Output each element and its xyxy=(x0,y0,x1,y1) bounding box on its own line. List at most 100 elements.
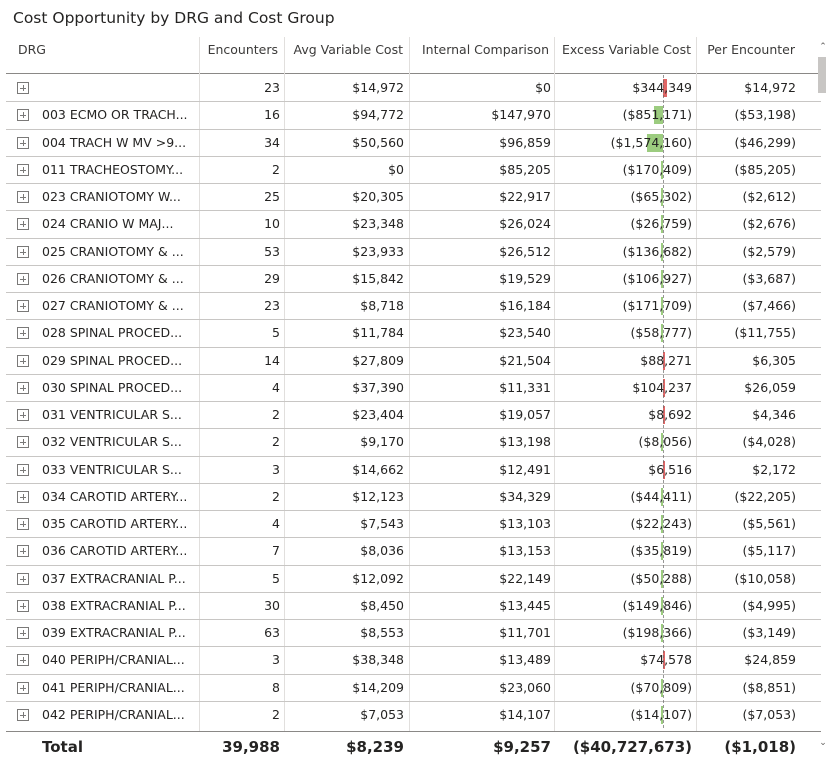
avg-variable-cost-cell: $14,662 xyxy=(352,461,404,477)
encounters-cell: 4 xyxy=(272,379,280,395)
excess-cost-bar xyxy=(661,487,663,506)
excess-cost-bar xyxy=(661,188,663,206)
avg-variable-cost-cell: $23,404 xyxy=(352,407,404,422)
column-divider xyxy=(284,37,285,731)
avg-variable-cost-cell: $7,053 xyxy=(360,706,404,722)
table-row: 037 EXTRACRANIAL P... 5 $12,092 $22,149 ($50… xyxy=(6,566,821,593)
plus-square-icon[interactable] xyxy=(17,300,29,312)
encounters-cell: 5 xyxy=(272,325,280,341)
table-row: 029 SPINAL PROCED... 14 $27,809 $21,504 $88,… xyxy=(6,348,821,375)
plus-square-icon[interactable] xyxy=(17,409,29,421)
drg-cell: 039 EXTRACRANIAL P... xyxy=(42,625,186,640)
internal-comparison-cell: $26,024 xyxy=(499,216,551,232)
excess-cost-bar xyxy=(663,378,665,397)
table-row: 034 CAROTID ARTERY... 2 $12,123 $34,329 ($44… xyxy=(6,484,821,511)
internal-comparison-cell: $96,859 xyxy=(499,134,551,150)
excess-cost-bar xyxy=(661,515,663,533)
excess-variable-cost-cell: ($35,819) xyxy=(630,543,692,559)
column-header-avg-variable-cost[interactable]: Avg Variable Cost xyxy=(293,42,404,57)
plus-square-icon[interactable] xyxy=(17,136,29,149)
table-row: 024 CRANIO W MAJ... 10 $23,348 $26,024 ($26,… xyxy=(6,211,821,239)
encounters-cell: 25 xyxy=(264,189,280,204)
drg-cell: 025 CRANIOTOMY & ... xyxy=(42,243,184,259)
excess-variable-cost-cell: ($136,682) xyxy=(622,243,692,259)
table-row: 042 PERIPH/CRANIAL... 2 $7,053 $14,107 ($14,… xyxy=(6,702,821,728)
plus-square-icon[interactable] xyxy=(17,272,29,285)
avg-variable-cost-cell: $23,348 xyxy=(352,216,404,232)
excess-variable-cost-cell: ($14,107) xyxy=(630,706,692,722)
plus-square-icon[interactable] xyxy=(17,708,29,721)
column-header-excess-variable-cost[interactable]: Excess Variable Cost xyxy=(561,42,691,57)
column-header-per-encounter[interactable]: Per Encounter xyxy=(707,42,795,57)
plus-square-icon[interactable] xyxy=(17,436,29,449)
plus-square-icon[interactable] xyxy=(17,490,29,503)
excess-variable-cost-cell: $6,516 xyxy=(648,461,692,477)
scroll-down-icon[interactable]: ⌄ xyxy=(819,738,827,748)
excess-cost-bar xyxy=(661,705,663,724)
plus-square-icon[interactable] xyxy=(17,82,29,94)
per-encounter-cell: $6,305 xyxy=(752,352,796,368)
excess-cost-bar xyxy=(663,351,665,370)
table-row: 041 PERIPH/CRANIAL... 8 $14,209 $23,060 ($70… xyxy=(6,675,821,702)
per-encounter-cell: ($5,561) xyxy=(742,516,797,531)
plus-square-icon[interactable] xyxy=(17,572,29,585)
excess-cost-zero-axis xyxy=(663,75,664,728)
per-encounter-cell: $26,059 xyxy=(744,379,796,395)
per-encounter-cell: ($2,612) xyxy=(742,189,797,204)
plus-square-icon[interactable] xyxy=(17,463,29,476)
visual-title: Cost Opportunity by DRG and Cost Group xyxy=(13,9,335,27)
table-row: 003 ECMO OR TRACH... 16 $94,772 $147,970 ($8… xyxy=(6,102,821,130)
column-header-internal-comparison[interactable]: Internal Comparison xyxy=(422,42,549,57)
plus-square-icon[interactable] xyxy=(17,381,29,394)
plus-square-icon[interactable] xyxy=(17,109,29,122)
scroll-up-icon[interactable]: ⌃ xyxy=(819,42,827,52)
drg-cell: 027 CRANIOTOMY & ... xyxy=(42,298,184,313)
plus-square-icon[interactable] xyxy=(17,191,29,203)
per-encounter-cell: $4,346 xyxy=(752,407,796,422)
table-row: 035 CAROTID ARTERY... 4 $7,543 $13,103 ($22,… xyxy=(6,511,821,539)
excess-cost-bar xyxy=(661,297,663,315)
avg-variable-cost-cell: $0 xyxy=(388,161,404,177)
plus-square-icon[interactable] xyxy=(17,218,29,231)
table-row: 030 SPINAL PROCED... 4 $37,390 $11,331 $104,… xyxy=(6,375,821,402)
column-divider xyxy=(409,37,410,731)
plus-square-icon[interactable] xyxy=(17,599,29,612)
table-row: 23 $14,972 $0 $344,349 $14,972 xyxy=(6,75,821,103)
encounters-cell: 30 xyxy=(264,597,280,613)
encounters-cell: 29 xyxy=(264,270,280,286)
encounters-cell: 23 xyxy=(264,80,280,95)
table-row: 004 TRACH W MV >9... 34 $50,560 $96,859 ($1,… xyxy=(6,130,821,157)
plus-square-icon[interactable] xyxy=(17,681,29,694)
excess-variable-cost-cell: ($170,409) xyxy=(622,161,692,177)
encounters-cell: 2 xyxy=(272,706,280,722)
column-header-drg[interactable]: DRG xyxy=(18,42,46,57)
internal-comparison-cell: $147,970 xyxy=(491,107,551,123)
avg-variable-cost-cell: $14,972 xyxy=(352,80,404,95)
plus-square-icon[interactable] xyxy=(17,654,29,667)
plus-square-icon[interactable] xyxy=(17,354,29,367)
plus-square-icon[interactable] xyxy=(17,163,29,176)
internal-comparison-cell: $21,504 xyxy=(499,352,551,368)
excess-cost-bar xyxy=(654,106,663,125)
encounters-cell: 3 xyxy=(272,652,280,668)
drg-cell: 023 CRANIOTOMY W... xyxy=(42,189,181,204)
table-row: 031 VENTRICULAR S... 2 $23,404 $19,057 $8,69… xyxy=(6,402,821,430)
plus-square-icon[interactable] xyxy=(17,545,29,558)
plus-square-icon[interactable] xyxy=(17,518,29,530)
table-row: 038 EXTRACRANIAL P... 30 $8,450 $13,445 ($14… xyxy=(6,593,821,620)
avg-variable-cost-cell: $14,209 xyxy=(352,679,404,695)
encounters-cell: 16 xyxy=(264,107,280,123)
excess-variable-cost-cell: $8,692 xyxy=(648,407,692,422)
column-header-encounters[interactable]: Encounters xyxy=(207,42,278,57)
vertical-scrollbar-thumb[interactable] xyxy=(818,57,826,93)
drg-cell: 030 SPINAL PROCED... xyxy=(42,379,183,395)
internal-comparison-cell: $85,205 xyxy=(499,161,551,177)
table-row: 032 VENTRICULAR S... 2 $9,170 $13,198 ($8,05… xyxy=(6,429,821,457)
plus-square-icon[interactable] xyxy=(17,245,29,258)
plus-square-icon[interactable] xyxy=(17,327,29,340)
plus-square-icon[interactable] xyxy=(17,627,29,639)
encounters-cell: 10 xyxy=(264,216,280,232)
avg-variable-cost-cell: $23,933 xyxy=(352,243,404,259)
per-encounter-cell: ($4,995) xyxy=(742,597,797,613)
per-encounter-cell: $24,859 xyxy=(744,652,796,668)
